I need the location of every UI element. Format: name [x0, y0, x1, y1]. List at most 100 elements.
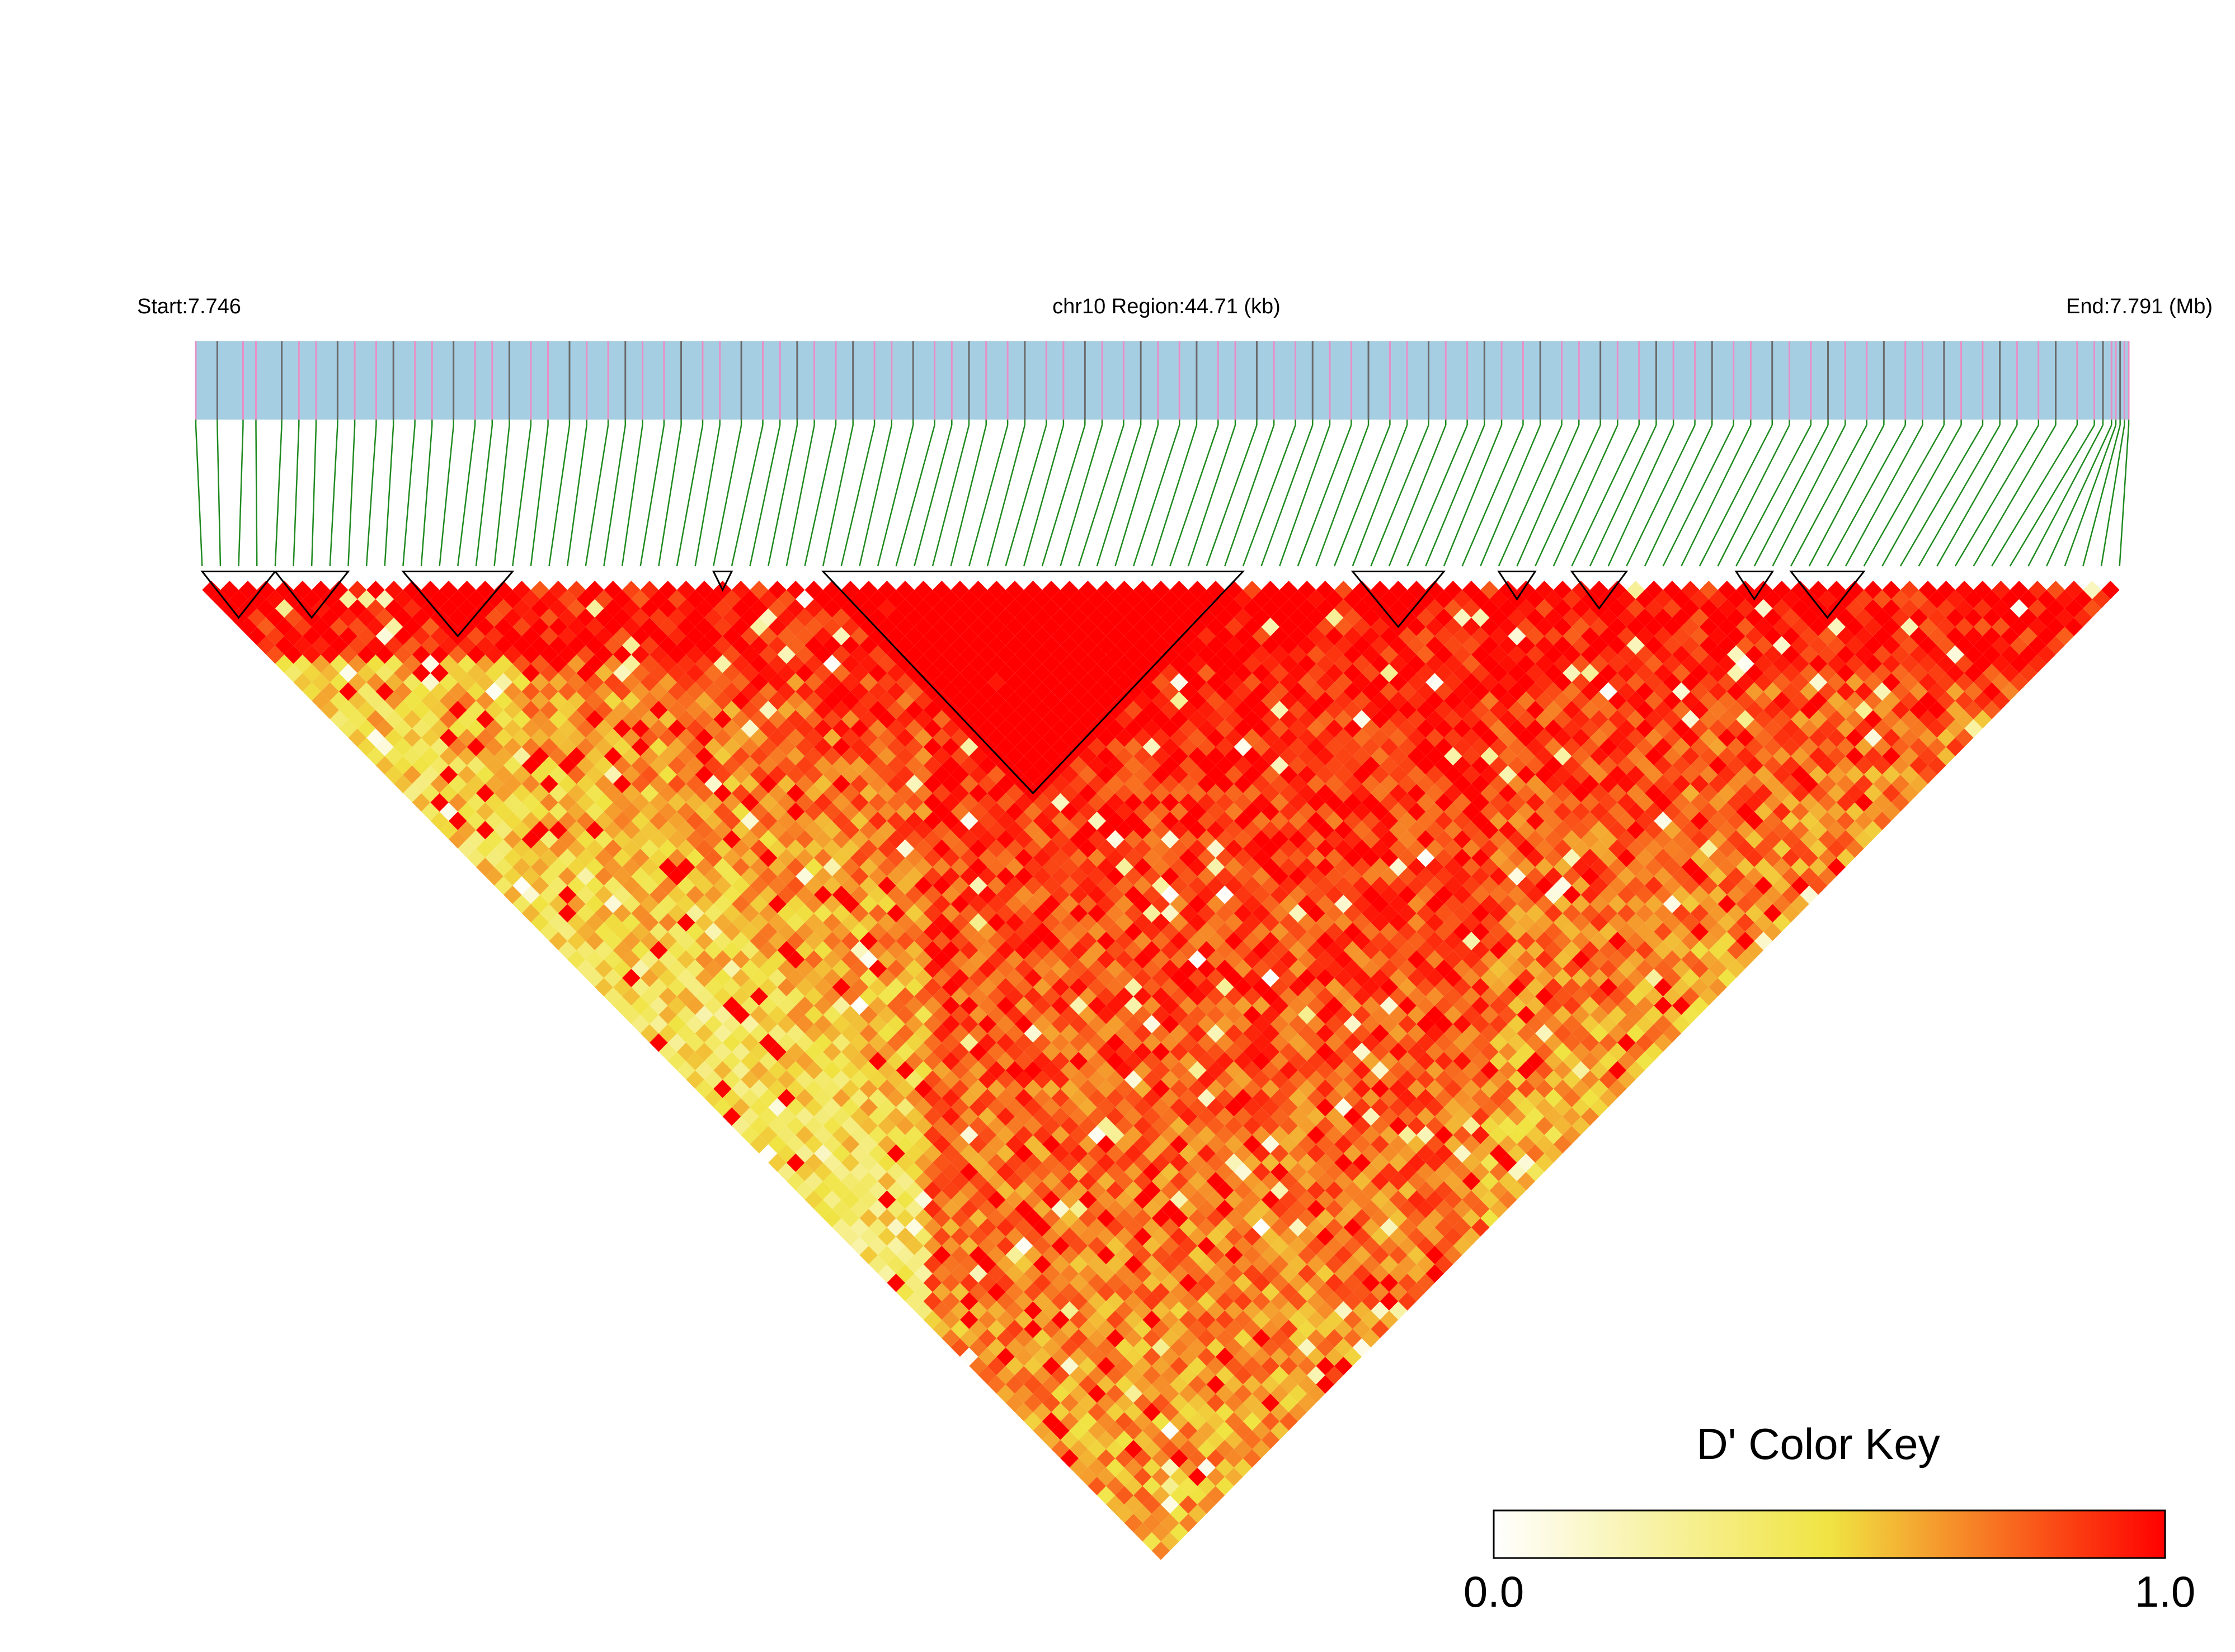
ld-cell: [750, 581, 769, 600]
ld-cell: [1590, 1024, 1608, 1043]
ld-cell: [1325, 700, 1344, 719]
ld-cell: [394, 719, 412, 738]
ld-cell: [1316, 1338, 1335, 1357]
ld-cell: [868, 1236, 887, 1255]
ld-cell: [1471, 848, 1490, 867]
ld-cell: [293, 655, 312, 674]
ld-cell: [1443, 765, 1462, 784]
ld-cell: [622, 895, 641, 914]
ld-cell: [914, 821, 933, 840]
ld-cell: [1434, 885, 1453, 904]
ld-cell: [1352, 1005, 1371, 1024]
ld-cell: [841, 636, 860, 655]
ld-cell: [932, 784, 951, 803]
ld-cell: [530, 691, 549, 710]
ld-cell: [1124, 590, 1143, 609]
ld-cell: [1398, 682, 1417, 701]
ld-cell: [1261, 1024, 1280, 1043]
ld-cell: [1197, 1218, 1216, 1237]
ld-cell: [914, 1171, 933, 1190]
ld-cell: [1462, 895, 1481, 914]
ld-cell: [384, 691, 403, 710]
ld-cell: [448, 682, 467, 701]
ld-cell: [796, 1126, 814, 1145]
ld-cell: [1389, 1042, 1408, 1061]
ld-cell: [1197, 978, 1216, 997]
ld-cell: [887, 756, 906, 775]
ld-cell: [695, 599, 714, 618]
ld-cell: [731, 1024, 750, 1043]
ld-cell: [878, 1079, 896, 1098]
ld-cell: [1051, 848, 1070, 867]
ld-cell: [448, 590, 467, 609]
ld-cell: [1434, 1033, 1453, 1052]
ld-cell: [1252, 923, 1271, 942]
ld-cell: [1389, 1098, 1408, 1117]
ld-cell: [677, 950, 695, 969]
ld-cell: [1453, 1070, 1471, 1089]
ld-cell: [667, 923, 686, 942]
ld-cell: [823, 1061, 841, 1080]
ld-cell: [1051, 1126, 1070, 1145]
snp-connector: [676, 425, 704, 567]
ld-cell: [887, 848, 906, 867]
ld-cell: [1170, 765, 1188, 784]
ld-cell: [1215, 1476, 1234, 1495]
ld-cell: [713, 1079, 732, 1098]
ld-cell: [859, 1116, 878, 1135]
ld-cell: [540, 663, 558, 683]
ld-cell: [942, 941, 960, 960]
ld-cell: [914, 1246, 933, 1265]
ld-cell: [804, 987, 824, 1006]
ld-cell: [905, 663, 924, 683]
ld-cell: [1371, 839, 1390, 858]
ld-cell: [1635, 978, 1654, 997]
ld-cell: [959, 941, 978, 960]
ld-cell: [1681, 1005, 1700, 1024]
ld-cell: [959, 1107, 978, 1126]
ld-cell: [1188, 931, 1207, 950]
ld-cell: [1608, 987, 1627, 1006]
ld-cell: [1133, 1135, 1152, 1154]
ld-cell: [1471, 719, 1490, 738]
snp-connector: [1516, 425, 1580, 567]
ld-cell: [722, 793, 741, 812]
ld-cell: [978, 1070, 997, 1089]
ld-cell: [741, 700, 759, 719]
ld-cell: [1316, 599, 1335, 618]
ld-cell: [759, 1089, 778, 1108]
ld-cell: [1535, 950, 1554, 969]
ld-cell: [987, 931, 1006, 950]
ld-cell: [1261, 950, 1280, 969]
ld-cell: [978, 756, 997, 775]
ld-cell: [823, 1171, 841, 1190]
ld-cell: [722, 1070, 741, 1089]
ld-cell: [650, 608, 668, 627]
ld-cell: [1215, 663, 1234, 683]
ld-cell: [1005, 1079, 1024, 1098]
ld-cell: [951, 1135, 970, 1154]
ld-cell: [1288, 830, 1307, 849]
ld-cell: [1243, 636, 1262, 655]
ld-cell: [1270, 811, 1289, 830]
ld-cell: [1380, 627, 1399, 646]
ld-cell: [585, 876, 604, 895]
ld-cell: [640, 895, 659, 914]
ld-cell: [695, 821, 714, 840]
ld-cell: [786, 765, 805, 784]
ld-cell: [1553, 1098, 1572, 1117]
ld-cell: [959, 996, 978, 1015]
ld-cell: [1170, 1394, 1188, 1413]
ld-cell: [640, 747, 659, 766]
ld-cell: [476, 858, 495, 877]
ld-cell: [622, 618, 641, 637]
ld-cell: [1042, 1301, 1061, 1320]
snp-connector: [1899, 425, 1984, 567]
ld-cell: [914, 987, 933, 1006]
ld-cell: [832, 1070, 851, 1089]
ld-cell: [959, 756, 978, 775]
ld-cell: [868, 1181, 887, 1200]
ld-cell: [1060, 1024, 1079, 1043]
ld-cell: [704, 682, 723, 701]
ld-cell: [658, 581, 677, 600]
